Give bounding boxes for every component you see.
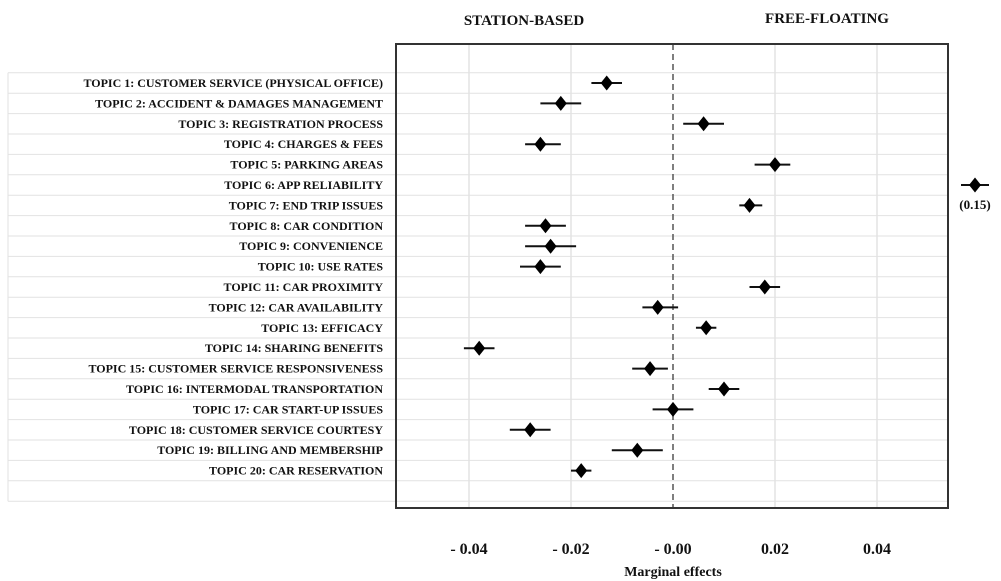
estimate-point <box>631 442 644 458</box>
topic-label: TOPIC 10: USE RATES <box>258 260 384 274</box>
topic-label: TOPIC 17: CAR START-UP ISSUES <box>193 402 383 416</box>
estimate-point <box>600 75 613 91</box>
estimate-point <box>544 238 557 254</box>
x-axis-ticks: - 0.04 - 0.02 - 0.00 0.02 0.04 <box>450 541 891 558</box>
topic-label: TOPIC 19: BILLING AND MEMBERSHIP <box>157 443 383 457</box>
plot-frame <box>395 43 949 509</box>
topic-labels: TOPIC 1: CUSTOMER SERVICE (PHYSICAL OFFI… <box>83 76 383 478</box>
outlier-value-label: (0.15) <box>959 197 990 212</box>
estimate-point <box>575 463 588 479</box>
row-gridlines <box>8 72 948 502</box>
x-tick-label: - 0.04 <box>450 541 487 558</box>
estimate-point <box>554 95 567 111</box>
outlier-group: (0.15) <box>959 177 991 212</box>
topic-label: TOPIC 11: CAR PROXIMITY <box>224 280 384 294</box>
topic-label: TOPIC 1: CUSTOMER SERVICE (PHYSICAL OFFI… <box>83 76 383 90</box>
topic-label: TOPIC 7: END TRIP ISSUES <box>229 198 384 212</box>
estimate-marks <box>463 75 791 479</box>
estimate-point <box>700 320 713 336</box>
x-tick-label: - 0.02 <box>552 541 589 558</box>
topic-label: TOPIC 6: APP RELIABILITY <box>224 178 383 192</box>
estimate-point <box>473 340 486 356</box>
x-tick-label: - 0.00 <box>654 541 691 558</box>
topic-label: TOPIC 14: SHARING BENEFITS <box>205 341 383 355</box>
estimate-point <box>651 299 664 315</box>
estimate-point <box>718 381 730 397</box>
topic-label: TOPIC 15: CUSTOMER SERVICE RESPONSIVENES… <box>88 362 383 376</box>
estimate-point <box>667 401 679 417</box>
estimate-point <box>539 218 552 234</box>
topic-label: TOPIC 20: CAR RESERVATION <box>209 464 383 478</box>
topic-label: TOPIC 8: CAR CONDITION <box>230 219 384 233</box>
topic-label: TOPIC 13: EFFICACY <box>261 321 383 335</box>
header-free-floating: FREE-FLOATING <box>765 11 889 27</box>
estimate-point <box>743 197 756 213</box>
topic-label: TOPIC 12: CAR AVAILABILITY <box>209 300 384 314</box>
header-station-based: STATION-BASED <box>464 13 584 29</box>
estimate-point <box>758 279 771 295</box>
topic-label: TOPIC 3: REGISTRATION PROCESS <box>178 117 383 131</box>
topic-label: TOPIC 16: INTERMODAL TRANSPORTATION <box>126 382 383 396</box>
topic-label: TOPIC 4: CHARGES & FEES <box>224 137 383 151</box>
estimate-point <box>697 116 710 132</box>
gridlines <box>468 44 878 508</box>
topic-label: TOPIC 5: PARKING AREAS <box>230 158 383 172</box>
topic-label: TOPIC 2: ACCIDENT & DAMAGES MANAGEMENT <box>95 96 383 110</box>
estimate-point <box>534 136 547 152</box>
estimate-point <box>644 361 657 377</box>
x-tick-label: 0.04 <box>863 541 891 558</box>
estimate-point <box>769 157 781 173</box>
topic-label: TOPIC 9: CONVENIENCE <box>239 239 383 253</box>
estimate-point <box>524 422 537 438</box>
estimate-point <box>534 259 547 275</box>
topic-label: TOPIC 18: CUSTOMER SERVICE COURTESY <box>129 423 383 437</box>
x-axis-title: Marginal effects <box>624 565 722 580</box>
outlier-point <box>969 177 981 193</box>
x-tick-label: 0.02 <box>761 541 789 558</box>
